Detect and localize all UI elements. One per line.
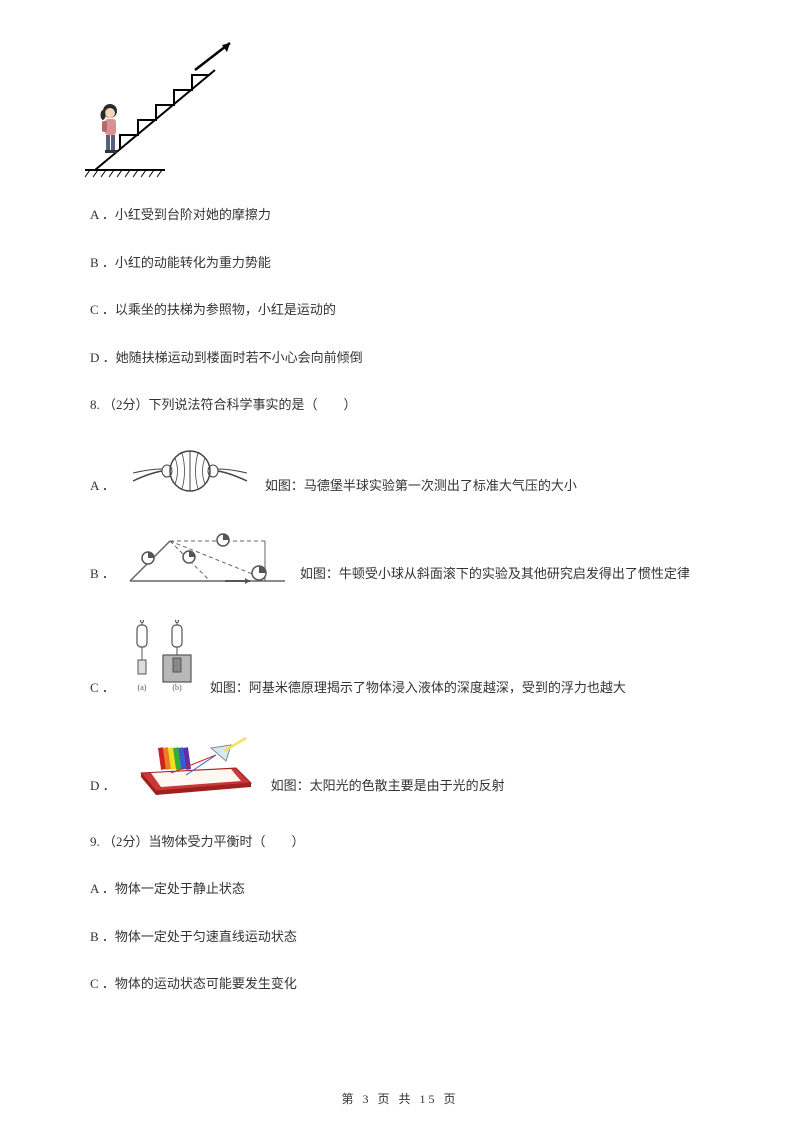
q9-option-b: B ．物体一定处于匀速直线运动状态 (90, 927, 710, 947)
svg-text:(b): (b) (172, 683, 182, 692)
q8-option-b-desc: 如图：牛顿受小球从斜面滚下的实验及其他研究启发得出了惯性定律 (300, 564, 690, 592)
q8-option-c-desc: 如图：阿基米德原理揭示了物体浸入液体的深度越深，受到的浮力也越大 (210, 678, 626, 706)
q7-option-b: B ．小红的动能转化为重力势能 (90, 253, 710, 273)
q8-option-b: B ． 如图：牛顿受小球从斜面滚下的实验及其他研究启发得出了惯性定律 (90, 531, 710, 592)
q8-option-c: C ． (a) (b) 如图：阿基米德原理揭示了物体浸入液体的深度越深，受到的浮… (90, 620, 710, 706)
q8-option-d-desc: 如图：太阳光的色散主要是由于光的反射 (271, 776, 505, 804)
q7-option-d: D ．她随扶梯运动到楼面时若不小心会向前倾倒 (90, 348, 710, 368)
q8-option-c-label: C ． (90, 678, 115, 706)
q7-option-a: A ．小红受到台阶对她的摩擦力 (90, 205, 710, 225)
q8-option-d: D ． 如图：太阳光的色散主要是由于光的反射 (90, 733, 710, 804)
buoyancy-figure: (a) (b) (125, 620, 200, 706)
incline-figure (125, 531, 290, 592)
q9-stem: 9. （2分）当物体受力平衡时（ ） (90, 832, 710, 852)
q8-option-a-desc: 如图：马德堡半球实验第一次测出了标准大气压的大小 (265, 476, 577, 504)
q8-option-b-label: B ． (90, 564, 115, 592)
q8-option-a-label: A ． (90, 476, 115, 504)
dispersion-figure (126, 733, 261, 804)
svg-text:(a): (a) (137, 683, 146, 692)
page-footer: 第 3 页 共 15 页 (0, 1090, 800, 1107)
q7-option-c: C ．以乘坐的扶梯为参照物，小红是运动的 (90, 300, 710, 320)
q8-stem: 8. （2分）下列说法符合科学事实的是（ ） (90, 395, 710, 415)
q9-option-c: C ．物体的运动状态可能要发生变化 (90, 974, 710, 994)
q8-option-d-label: D ． (90, 776, 116, 804)
q9-option-a: A ．物体一定处于静止状态 (90, 879, 710, 899)
q8-option-a: A ． 如图：马德堡半球实验第一次测出了标准大气压的大小 (90, 443, 710, 504)
magdeburg-figure (125, 443, 255, 504)
stairs-figure (80, 40, 710, 185)
